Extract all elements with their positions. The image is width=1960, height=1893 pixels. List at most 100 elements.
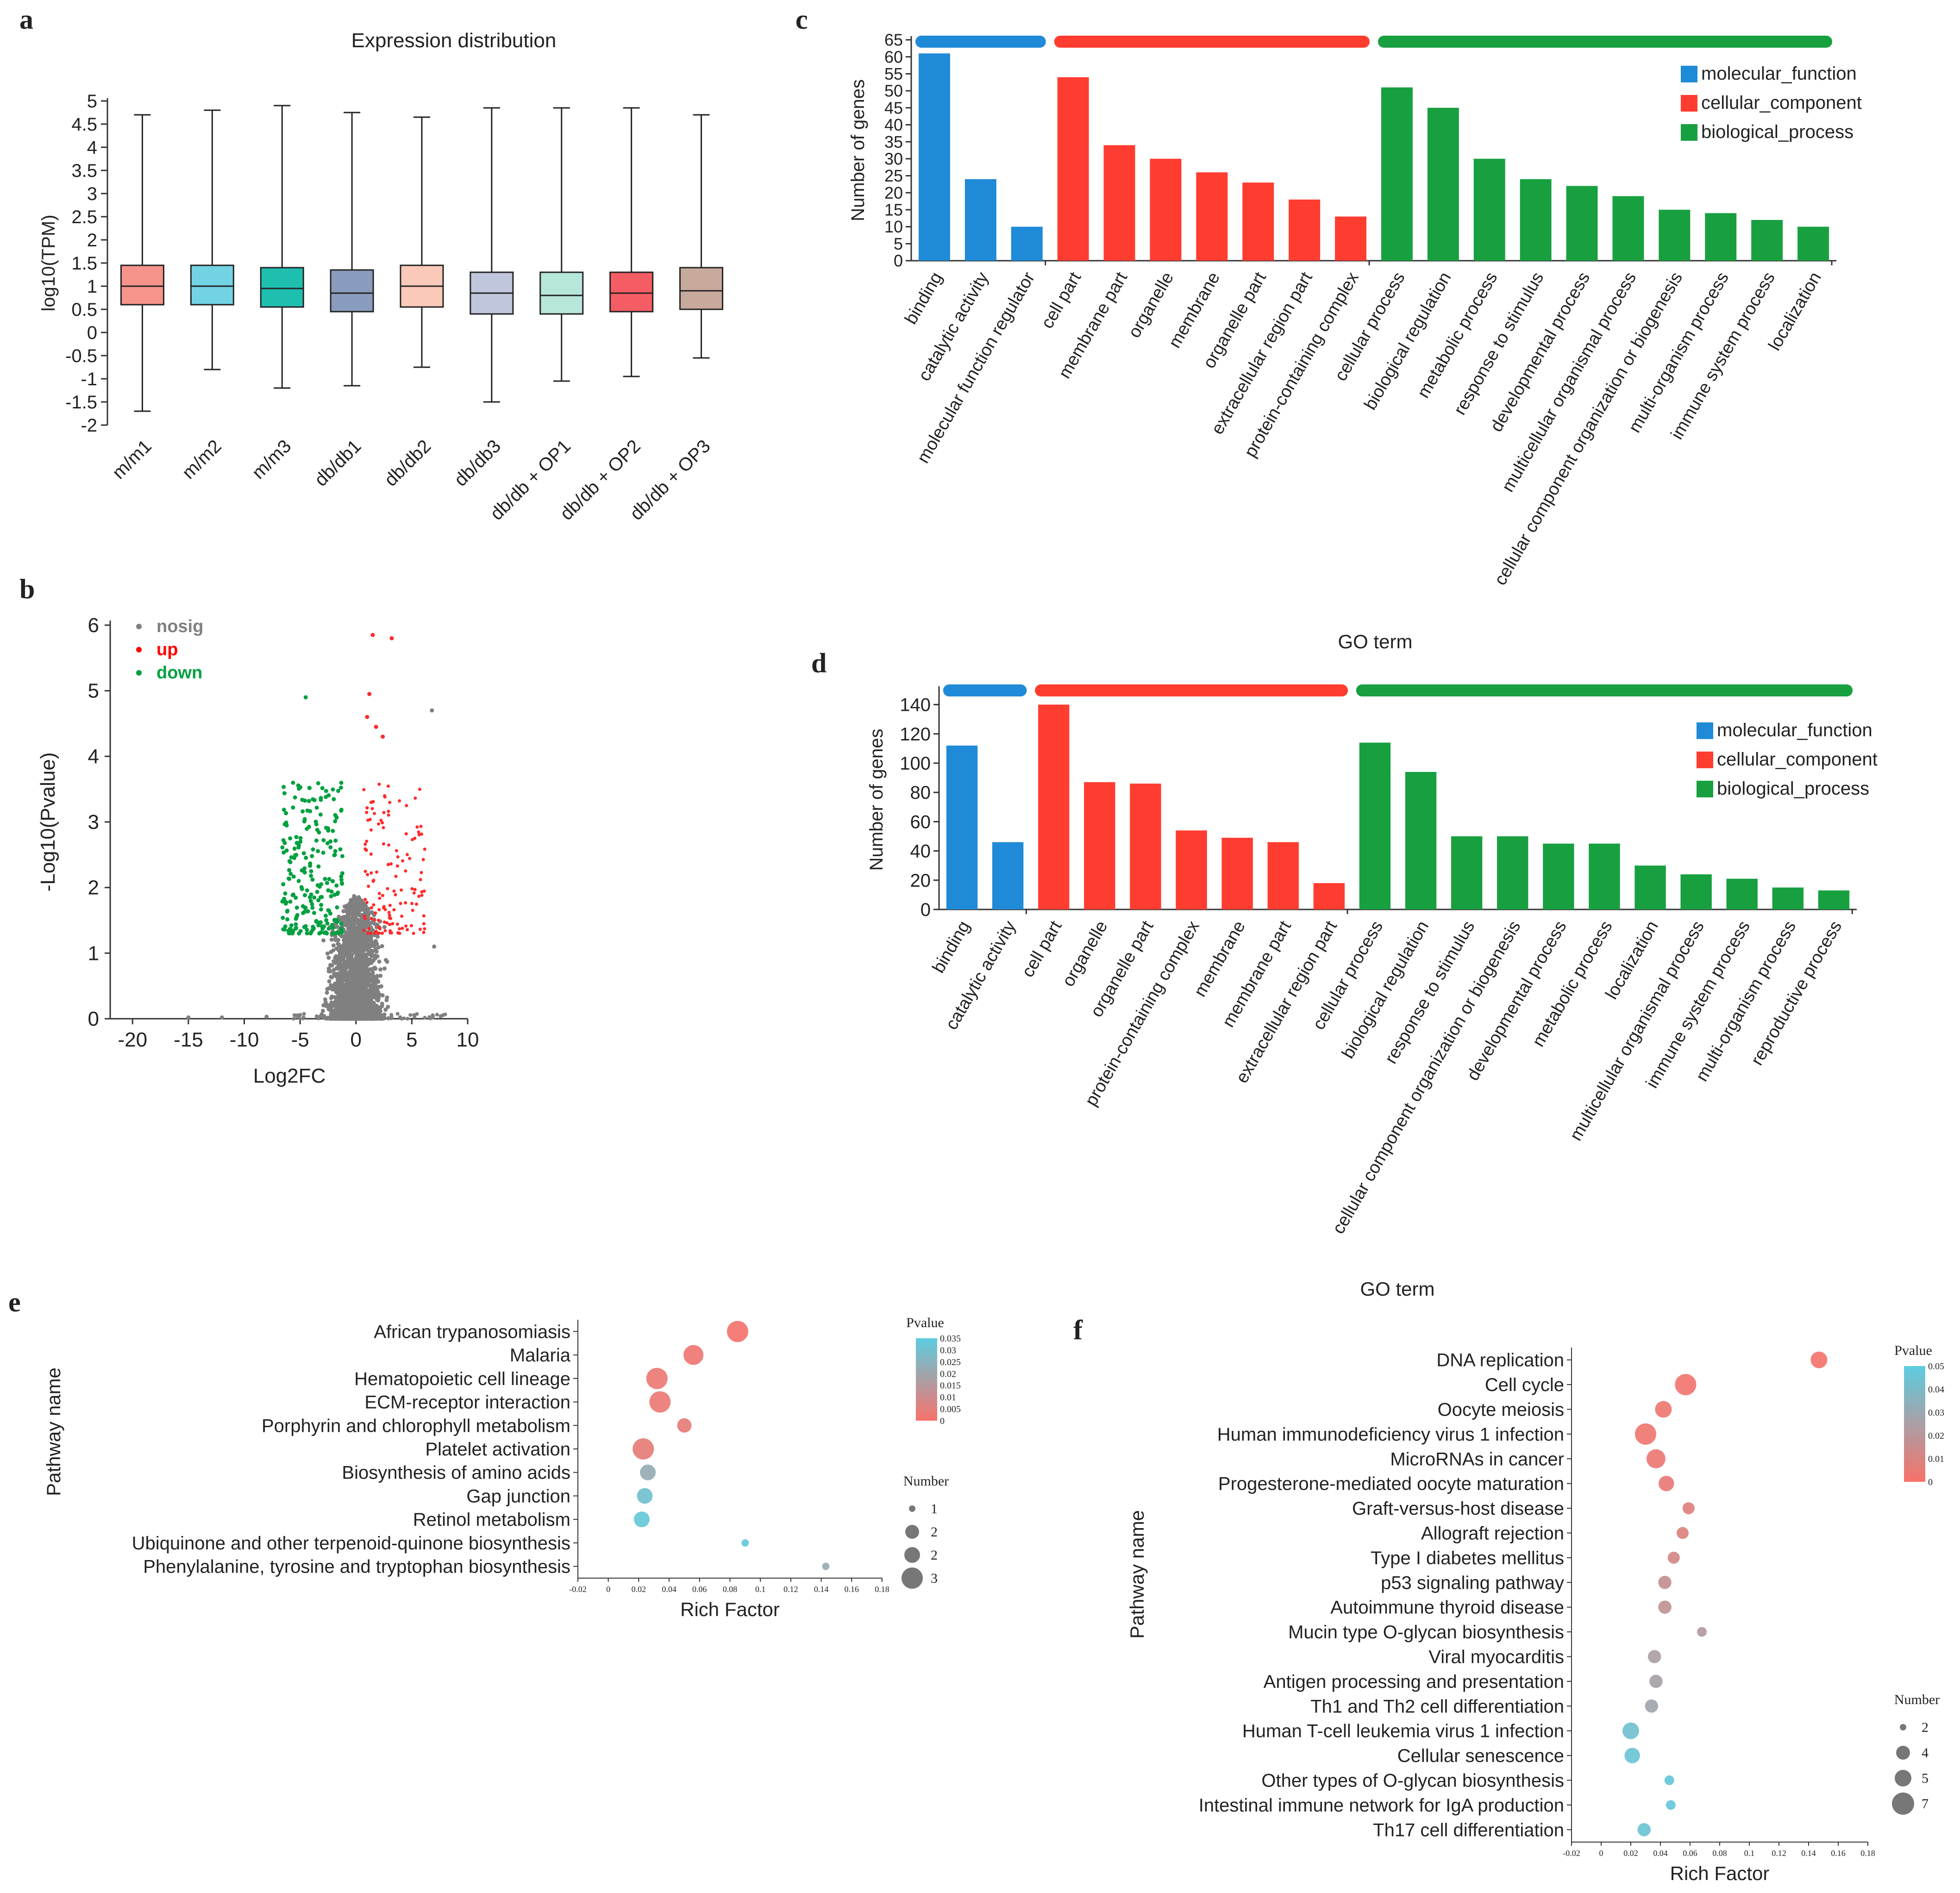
bar-developmental-process	[1566, 186, 1598, 261]
legend-label-down: down	[157, 663, 202, 683]
point-down	[329, 889, 334, 894]
bar-protein-containing-complex	[1335, 216, 1367, 261]
bubble-hematopoietic-cell-lineage	[646, 1367, 668, 1389]
point-down	[290, 893, 295, 897]
point-down	[282, 850, 286, 855]
point-up	[377, 908, 381, 912]
point-nosig	[368, 953, 373, 957]
point-up	[422, 922, 426, 926]
point-down	[292, 846, 297, 851]
point-up	[422, 889, 426, 893]
point-nosig	[362, 1001, 366, 1005]
point-up	[388, 903, 392, 907]
point-nosig	[342, 978, 347, 983]
number-legend-label: 3	[931, 1571, 938, 1586]
point-down	[309, 892, 313, 897]
point-nosig	[357, 932, 361, 937]
bubble-allograft-rejection	[1677, 1527, 1689, 1539]
y-tick-label: 1	[87, 276, 97, 297]
point-nosig	[363, 960, 367, 965]
point-nosig	[330, 987, 335, 992]
point-down	[333, 819, 338, 824]
x-tick-label: db/db3	[451, 436, 505, 490]
point-up	[372, 903, 376, 907]
x-tick-label: 0.02	[1623, 1849, 1638, 1858]
point-up	[405, 804, 408, 808]
point-down	[324, 918, 329, 922]
x-tick-label: m/m1	[108, 436, 156, 483]
y-tick-label: 60	[910, 812, 931, 832]
pathway-label: Platelet activation	[425, 1439, 570, 1460]
pathway-label: Human immunodeficiency virus 1 infection	[1217, 1424, 1564, 1445]
legend-swatch	[1697, 781, 1713, 797]
point-nosig	[343, 983, 348, 988]
pathway-label: Mucin type O-glycan biosynthesis	[1288, 1622, 1564, 1642]
point-nosig	[428, 1016, 432, 1021]
legend-label-molecular_function: molecular_function	[1717, 720, 1872, 740]
x-tick-label: 0.06	[1683, 1849, 1697, 1858]
point-nosig	[186, 1015, 191, 1020]
y-tick-label: 20	[884, 183, 903, 202]
point-down	[291, 780, 295, 785]
point-nosig	[360, 1005, 364, 1009]
point-down	[305, 931, 309, 936]
pvalue-tick: 0.04	[1928, 1385, 1944, 1395]
x-tick-label: biological regulation	[1338, 918, 1433, 1062]
point-up	[389, 862, 393, 866]
point-nosig	[354, 1015, 358, 1019]
point-up	[396, 931, 400, 934]
bar-protein-containing-complex	[1176, 830, 1207, 909]
point-nosig	[364, 987, 369, 992]
point-nosig	[380, 1004, 384, 1009]
x-axis-label: GO term	[1360, 1278, 1434, 1300]
number-legend-title: Number	[903, 1473, 949, 1489]
point-down	[295, 913, 300, 917]
point-up	[362, 928, 366, 932]
pvalue-tick: 0.02	[1928, 1431, 1944, 1441]
point-nosig	[350, 989, 355, 994]
point-down	[288, 899, 293, 904]
point-up	[369, 852, 373, 856]
point-nosig	[364, 983, 369, 988]
point-nosig	[336, 995, 340, 999]
x-tick-label: 0.12	[783, 1585, 798, 1594]
point-down	[339, 921, 344, 926]
point-down	[321, 838, 326, 842]
point-nosig	[371, 959, 376, 963]
bar-cellular-component-organization-or-biogenesis	[1497, 836, 1528, 909]
point-nosig	[386, 1004, 390, 1009]
point-down	[321, 850, 326, 855]
point-down	[335, 905, 339, 910]
point-nosig	[342, 1007, 346, 1012]
x-axis-label: Rich Factor	[680, 1598, 780, 1620]
y-tick-label: 1.5	[71, 253, 97, 274]
point-up	[423, 847, 426, 851]
bar-membrane-part	[1267, 842, 1299, 909]
point-nosig	[328, 963, 333, 967]
point-nosig	[369, 1016, 374, 1021]
point-down	[322, 930, 326, 935]
point-up	[388, 923, 392, 927]
point-nosig	[353, 946, 357, 950]
point-nosig	[336, 962, 341, 966]
point-down	[336, 789, 340, 793]
bar-organelle-part	[1242, 182, 1274, 261]
bubble-biosynthesis-of-amino-acids	[640, 1464, 656, 1480]
bar-response-to-stimulus	[1520, 179, 1552, 261]
panel-label-b: b	[19, 574, 35, 604]
point-down	[294, 852, 299, 857]
point-up	[381, 894, 384, 897]
point-up	[412, 891, 416, 895]
point-nosig	[332, 995, 337, 1000]
point-nosig	[369, 910, 373, 915]
point-down	[323, 914, 328, 918]
x-tick-label: binding	[901, 269, 946, 328]
point-nosig	[344, 930, 348, 934]
point-down	[287, 931, 292, 936]
point-nosig	[335, 983, 339, 987]
point-down	[323, 877, 327, 881]
point-down	[319, 903, 324, 907]
x-tick-label: -20	[118, 1028, 147, 1051]
point-nosig	[361, 953, 366, 957]
point-down	[317, 830, 321, 835]
